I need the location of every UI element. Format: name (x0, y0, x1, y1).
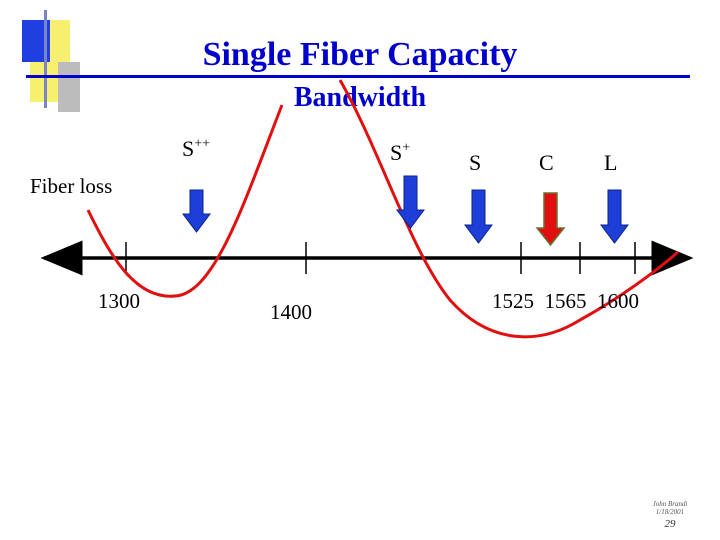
band-label-l: L (604, 150, 618, 175)
corner-block-grey (58, 62, 80, 112)
slide-footer: John Brandi 1/18/2001 29 (630, 500, 710, 530)
footer-date: 1/18/2001 (655, 508, 685, 516)
band-label-c: C (539, 150, 554, 175)
title-rule (26, 75, 690, 78)
band-label-s-plus: S+ (390, 140, 411, 165)
corner-accent-bar (44, 10, 47, 108)
s-plus-plus-band-arrow (182, 189, 211, 233)
c-band-arrow (535, 192, 566, 247)
corner-block-yellow (50, 20, 70, 64)
footer-author: John Brandi (652, 500, 688, 508)
band-label-s-plus-plus: S++ (182, 136, 211, 161)
s-plus-band-arrow (396, 175, 425, 229)
axis-label-1400: 1400 (270, 300, 312, 324)
band-label-s: S (469, 150, 482, 175)
fiber-loss-label: Fiber loss (30, 174, 113, 198)
fiber-loss-curve (86, 79, 679, 339)
axis-label-1300: 1300 (98, 289, 140, 313)
l-band-arrow (600, 189, 629, 244)
s-band-arrow (464, 189, 493, 244)
slide-subtitle: Bandwidth (293, 82, 427, 113)
page-number: 29 (664, 518, 676, 530)
slide-title: Single Fiber Capacity (202, 36, 518, 73)
axis-label-1525-1565-1600: 1525 1565 1600 (492, 289, 639, 313)
